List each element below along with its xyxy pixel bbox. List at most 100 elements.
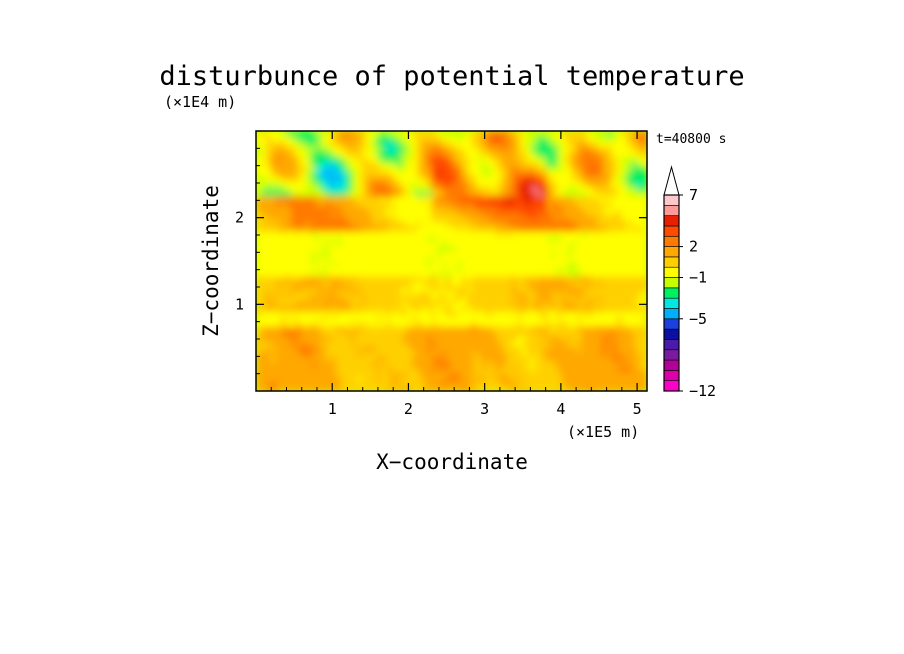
field-cell [346, 371, 352, 377]
field-cell [616, 131, 623, 137]
field-cell [581, 176, 588, 182]
field-cell [471, 296, 478, 302]
field-cell [336, 216, 342, 222]
field-cell [411, 341, 418, 347]
field-cell [431, 316, 438, 322]
field-cell [606, 181, 613, 187]
field-cell [636, 276, 643, 282]
field-cell [296, 266, 302, 272]
field-cell [526, 191, 533, 197]
field-cell [386, 386, 392, 391]
field-cell [371, 171, 377, 177]
field-cell [256, 306, 262, 312]
field-cell [321, 226, 327, 232]
field-cell [381, 306, 387, 312]
field-cell [326, 206, 332, 212]
field-cell [426, 196, 433, 202]
field-cell [391, 306, 397, 312]
field-cell [396, 166, 402, 172]
field-cell [316, 191, 322, 197]
field-cell [571, 166, 578, 172]
field-cell [496, 361, 503, 367]
field-cell [576, 256, 583, 262]
field-cell [376, 236, 382, 242]
field-cell [626, 256, 633, 262]
field-cell [361, 311, 367, 317]
field-cell [306, 181, 312, 187]
x-tick-label: 5 [633, 400, 642, 418]
field-cell [561, 151, 568, 157]
field-cell [606, 171, 613, 177]
field-cell [316, 246, 322, 252]
field-cell [551, 301, 558, 307]
field-cell [551, 306, 558, 312]
field-cell [261, 146, 267, 152]
field-cell [276, 156, 282, 162]
field-cell [501, 136, 508, 142]
field-cell [411, 151, 418, 157]
field-cell [466, 236, 473, 242]
field-cell [601, 336, 608, 342]
field-cell [471, 256, 478, 262]
field-cell [636, 146, 643, 152]
field-cell [411, 376, 418, 382]
field-cell [426, 356, 433, 362]
field-cell [341, 361, 347, 367]
field-cell [446, 371, 453, 377]
field-cell [601, 136, 608, 142]
field-cell [321, 276, 327, 282]
field-cell [626, 326, 633, 332]
field-cell [316, 261, 322, 267]
field-cell [281, 356, 287, 362]
field-cell [521, 206, 528, 212]
field-cell [376, 351, 382, 357]
field-cell [386, 376, 392, 382]
field-cell [446, 351, 453, 357]
field-cell [316, 136, 322, 142]
field-cell [286, 311, 292, 317]
field-cell [286, 336, 292, 342]
field-cell [336, 176, 342, 182]
field-cell [436, 256, 443, 262]
field-cell [481, 371, 488, 377]
field-cell [461, 346, 468, 352]
field-cell [521, 131, 528, 137]
field-cell [611, 221, 618, 227]
field-cell [271, 136, 277, 142]
field-cell [556, 316, 563, 322]
field-cell [511, 371, 518, 377]
field-cell [441, 266, 448, 272]
field-cell [551, 251, 558, 257]
field-cell [616, 336, 623, 342]
field-cell [356, 171, 362, 177]
field-cell [526, 301, 533, 307]
field-cell [291, 301, 297, 307]
field-cell [351, 181, 357, 187]
field-cell [601, 256, 608, 262]
field-cell [321, 286, 327, 292]
field-cell [341, 386, 347, 391]
field-cell [636, 296, 643, 302]
field-cell [471, 171, 478, 177]
field-cell [496, 381, 503, 387]
field-cell [281, 176, 287, 182]
field-cell [506, 146, 513, 152]
field-cell [336, 161, 342, 167]
field-cell [526, 366, 533, 372]
field-cell [531, 176, 538, 182]
field-cell [431, 286, 438, 292]
field-cell [601, 381, 608, 387]
field-cell [256, 196, 262, 202]
field-cell [506, 326, 513, 332]
field-cell [641, 276, 647, 282]
field-cell [301, 336, 307, 342]
field-cell [316, 266, 322, 272]
field-cell [266, 191, 272, 197]
field-cell [581, 386, 588, 391]
field-cell [466, 251, 473, 257]
field-cell [596, 326, 603, 332]
field-cell [471, 191, 478, 197]
field-cell [471, 341, 478, 347]
field-cell [486, 246, 493, 252]
field-cell [491, 316, 498, 322]
